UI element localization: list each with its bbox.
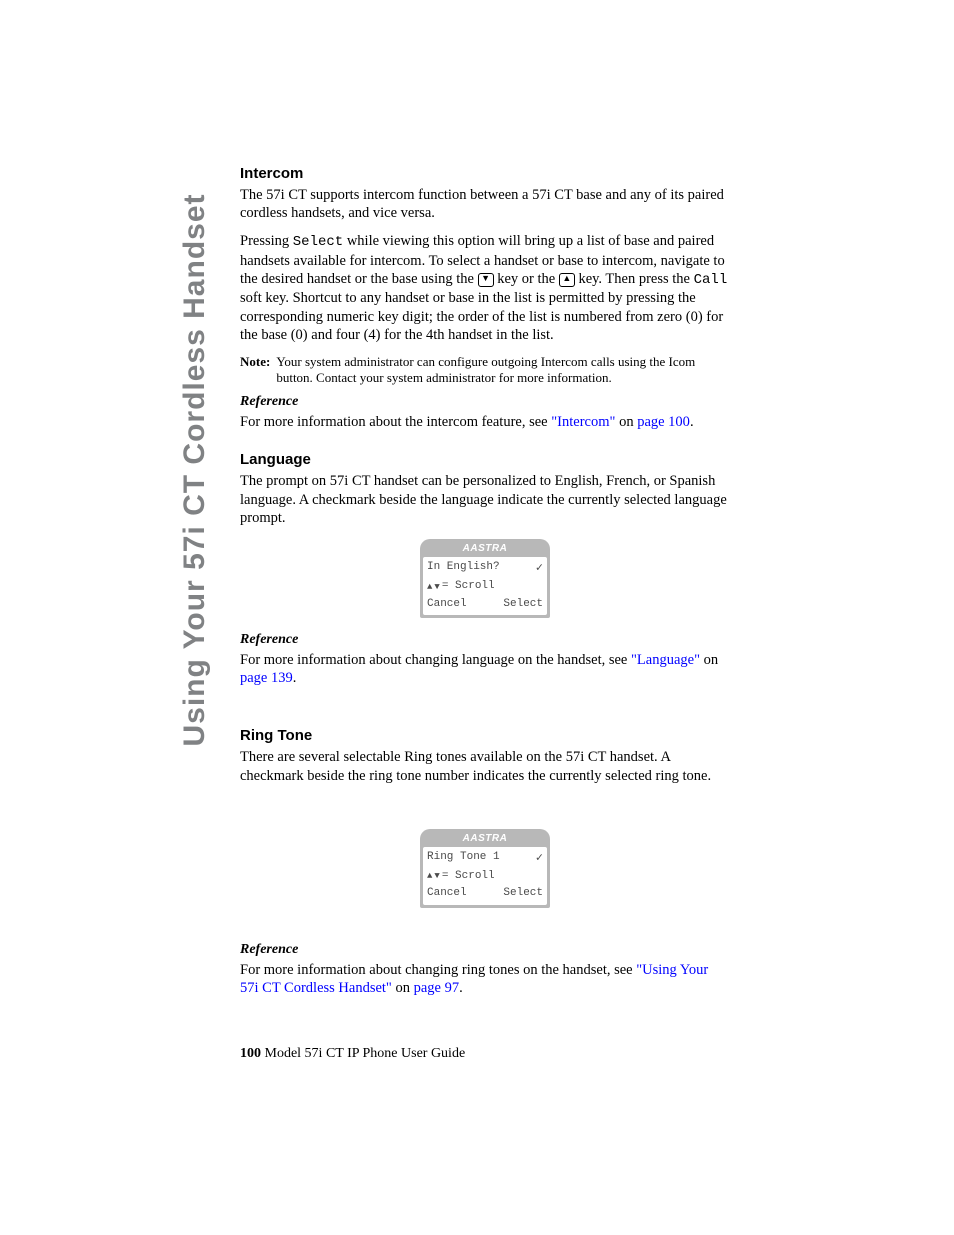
checkmark-icon: ✓ <box>536 849 543 868</box>
scroll-label: = Scroll <box>442 868 495 886</box>
text: soft key. Shortcut to any handset or bas… <box>240 290 723 342</box>
handset-screen: Ring Tone 1 ✓ ▲▼ = Scroll Cancel Select <box>423 847 547 905</box>
text: . <box>459 980 463 996</box>
heading-language: Language <box>240 451 730 468</box>
cancel-softkey: Cancel <box>427 596 467 614</box>
scroll-label: = Scroll <box>442 578 495 596</box>
intercom-para-2: Pressing Select while viewing this optio… <box>240 232 730 344</box>
text: . <box>690 414 694 430</box>
select-key-label: Select <box>293 234 343 250</box>
up-key-icon: ▲ <box>559 273 575 287</box>
language-link[interactable]: "Language" <box>631 652 700 668</box>
note-text: Your system administrator can configure … <box>276 354 730 387</box>
down-key-icon: ▼ <box>478 273 494 287</box>
heading-intercom: Intercom <box>240 165 730 182</box>
intercom-note: Note: Your system administrator can conf… <box>240 354 730 387</box>
reference-heading: Reference <box>240 632 730 648</box>
handset-brand: AASTRA <box>423 832 547 847</box>
reference-heading: Reference <box>240 394 730 410</box>
footer-title: Model 57i CT IP Phone User Guide <box>261 1046 465 1061</box>
intercom-para-1: The 57i CT supports intercom function be… <box>240 186 730 222</box>
reference-heading: Reference <box>240 942 730 958</box>
handset-screen: In English? ✓ ▲▼ = Scroll Cancel Select <box>423 557 547 615</box>
text: on <box>615 414 637 430</box>
text: on <box>392 980 414 996</box>
text: key. Then press the <box>575 271 694 287</box>
ringtone-para-1: There are several selectable Ring tones … <box>240 748 730 784</box>
arrow-down-icon: ▼ <box>434 580 439 594</box>
text: Pressing <box>240 233 293 249</box>
note-label: Note: <box>240 354 270 370</box>
ringtone-reference: For more information about changing ring… <box>240 961 730 997</box>
handset-display-ringtone: AASTRA Ring Tone 1 ✓ ▲▼ = Scroll Cancel … <box>420 829 550 908</box>
page-139-link[interactable]: page 139 <box>240 670 293 686</box>
intercom-link[interactable]: "Intercom" <box>551 414 615 430</box>
page-content: Intercom The 57i CT supports intercom fu… <box>240 165 730 1007</box>
language-reference: For more information about changing lang… <box>240 651 730 687</box>
display-line-1: In English? <box>427 559 500 578</box>
heading-ringtone: Ring Tone <box>240 727 730 744</box>
page-100-link[interactable]: page 100 <box>637 414 690 430</box>
sidebar-chapter-title: Using Your 57i CT Cordless Handset <box>178 193 212 746</box>
text: on <box>700 652 718 668</box>
language-para-1: The prompt on 57i CT handset can be pers… <box>240 472 730 526</box>
handset-display-language: AASTRA In English? ✓ ▲▼ = Scroll Cancel … <box>420 539 550 618</box>
arrow-down-icon: ▼ <box>434 869 439 883</box>
display-line-1: Ring Tone 1 <box>427 849 500 868</box>
arrow-up-icon: ▲ <box>427 869 432 883</box>
intercom-reference: For more information about the intercom … <box>240 413 730 431</box>
arrow-up-icon: ▲ <box>427 580 432 594</box>
text: key or the <box>494 271 559 287</box>
page-97-link[interactable]: page 97 <box>414 980 460 996</box>
page-number: 100 <box>240 1046 261 1061</box>
select-softkey: Select <box>503 885 543 903</box>
page-footer: 100 Model 57i CT IP Phone User Guide <box>240 1046 465 1062</box>
select-softkey: Select <box>503 596 543 614</box>
cancel-softkey: Cancel <box>427 885 467 903</box>
text: . <box>293 670 297 686</box>
text: For more information about changing lang… <box>240 652 631 668</box>
text: For more information about the intercom … <box>240 414 551 430</box>
handset-brand: AASTRA <box>423 542 547 557</box>
text: For more information about changing ring… <box>240 962 636 978</box>
call-key-label: Call <box>694 272 728 288</box>
checkmark-icon: ✓ <box>536 559 543 578</box>
